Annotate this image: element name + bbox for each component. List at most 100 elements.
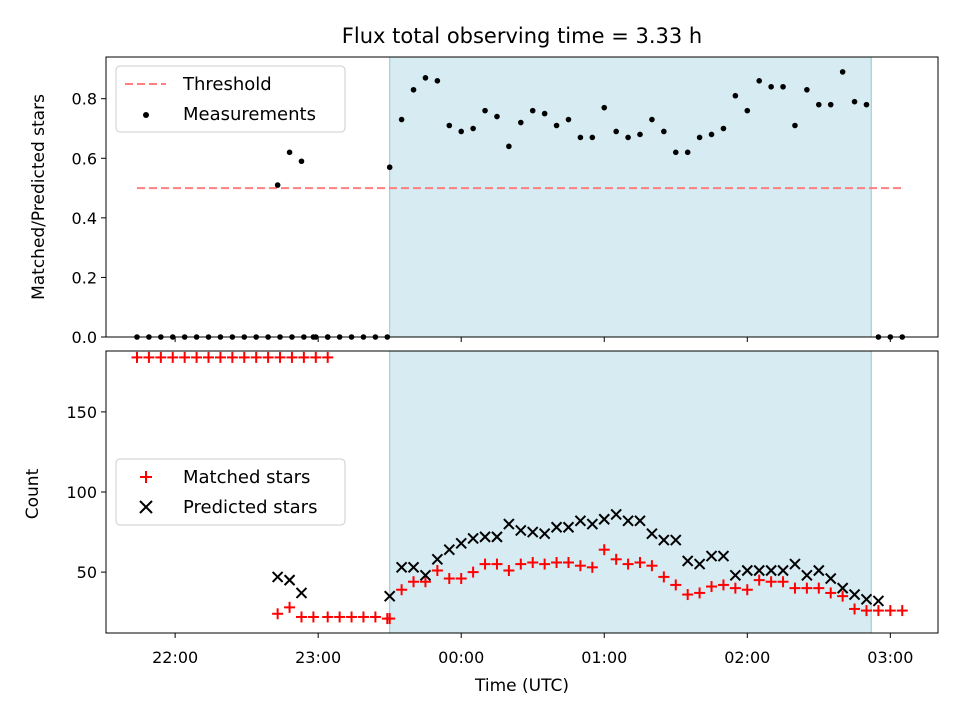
measurement-point	[720, 125, 727, 132]
measurement-point	[274, 182, 281, 188]
count-x-tick-label: 00:00	[438, 648, 484, 667]
matched-star-point	[670, 579, 682, 591]
measurement-point	[422, 75, 429, 81]
measurement-point	[398, 116, 405, 123]
predicted-star-point	[479, 531, 491, 543]
matched-star-point	[610, 553, 622, 565]
matched-star-point	[658, 571, 670, 583]
matched-star-point	[539, 558, 551, 570]
measurement-point	[458, 128, 465, 135]
matched-star-point	[396, 584, 408, 596]
measurement-point	[529, 107, 536, 114]
matched-star-point	[384, 613, 396, 625]
measurement-point	[494, 113, 500, 120]
predicted-star-point	[801, 569, 813, 582]
measurement-point	[684, 149, 691, 156]
measurement-point	[446, 122, 453, 129]
ratio-legend: Threshold Measurements	[115, 65, 346, 133]
predicted-star-point	[503, 518, 515, 530]
matched-star-point	[598, 544, 610, 556]
matched-star-point	[467, 566, 479, 578]
ratio-panel: 0.00.20.40.60.8 Matched/Predicted stars …	[29, 56, 939, 347]
predicted-star-point	[538, 527, 551, 540]
predicted-star-point	[658, 534, 670, 546]
matched-star-point	[801, 582, 813, 594]
matched-star-point	[777, 576, 789, 588]
measurement-point	[434, 78, 441, 84]
measurement-point	[804, 86, 810, 93]
ratio-legend-box	[115, 65, 346, 133]
measurement-point	[732, 92, 739, 99]
matched-star-point	[262, 351, 274, 363]
matched-star-point	[491, 558, 503, 570]
predicted-star-point	[419, 569, 432, 582]
measurement-point	[637, 131, 643, 138]
matched-star-point	[346, 611, 358, 623]
matched-star-point	[765, 576, 777, 588]
matched-star-point	[203, 351, 215, 363]
matched-star-point	[825, 587, 837, 599]
matched-star-point	[884, 605, 896, 617]
matched-star-point	[191, 351, 203, 363]
matched-star-point	[286, 351, 298, 363]
measurement-point	[613, 128, 619, 135]
matched-star-point	[551, 557, 563, 568]
predicted-star-point	[598, 513, 610, 525]
predicted-star-point	[467, 532, 479, 545]
legend-matched-swatch	[140, 471, 152, 483]
matched-star-point	[694, 587, 706, 599]
predicted-star-point	[836, 582, 849, 594]
predicted-star-point	[443, 543, 455, 556]
predicted-star-point	[872, 595, 885, 607]
measurement-point	[298, 158, 305, 165]
matched-star-point	[717, 579, 729, 591]
predicted-star-point	[610, 508, 622, 521]
predicted-star-point	[825, 572, 837, 585]
predicted-star-point	[586, 518, 599, 530]
measurement-point	[768, 83, 774, 90]
measurement-point	[672, 149, 679, 156]
predicted-star-point	[646, 527, 658, 540]
measurement-point	[470, 125, 476, 132]
matched-star-point	[214, 351, 226, 363]
predicted-star-point	[491, 531, 503, 543]
matched-star-point	[682, 589, 694, 601]
matched-star-point	[527, 557, 539, 568]
measurement-point	[649, 116, 655, 123]
predicted-star-point	[848, 588, 861, 601]
matched-star-point	[622, 558, 634, 570]
matched-star-point	[295, 611, 307, 623]
ratio-y-tick-label: 0.2	[72, 268, 97, 287]
matched-star-point	[849, 603, 861, 615]
ratio-y-tick-label: 0.0	[72, 328, 97, 347]
measurement-point	[589, 134, 596, 141]
measurement-point	[553, 122, 560, 129]
matched-star-point	[574, 560, 586, 572]
matched-star-point	[634, 557, 646, 568]
predicted-star-point	[777, 564, 789, 577]
observing-window-shade-bottom	[389, 350, 872, 634]
matched-star-point	[155, 351, 167, 363]
matched-star-point	[503, 565, 515, 577]
predicted-star-point	[271, 571, 284, 583]
measurement-point	[482, 107, 488, 114]
count-x-tick-label: 23:00	[295, 648, 341, 667]
measurement-point	[601, 104, 608, 111]
predicted-star-point	[283, 574, 296, 586]
matched-star-point	[586, 561, 598, 573]
matched-star-point	[872, 605, 884, 617]
measurement-point	[827, 101, 834, 108]
matched-star-point	[357, 611, 369, 623]
count-y-tick-label: 100	[66, 483, 97, 502]
predicted-star-point	[789, 558, 801, 570]
matched-star-point	[431, 565, 443, 577]
measurement-point	[386, 164, 393, 171]
measurement-point	[780, 83, 786, 90]
measurement-point	[410, 86, 417, 93]
matched-star-point	[419, 576, 431, 588]
chart-title: Flux total observing time = 3.33 h	[342, 24, 702, 48]
measurement-point	[863, 101, 870, 108]
matched-star-point	[272, 608, 284, 620]
count-x-ticks: 22:00 23:00 00:00 01:00 02:00 03:00	[152, 633, 913, 667]
